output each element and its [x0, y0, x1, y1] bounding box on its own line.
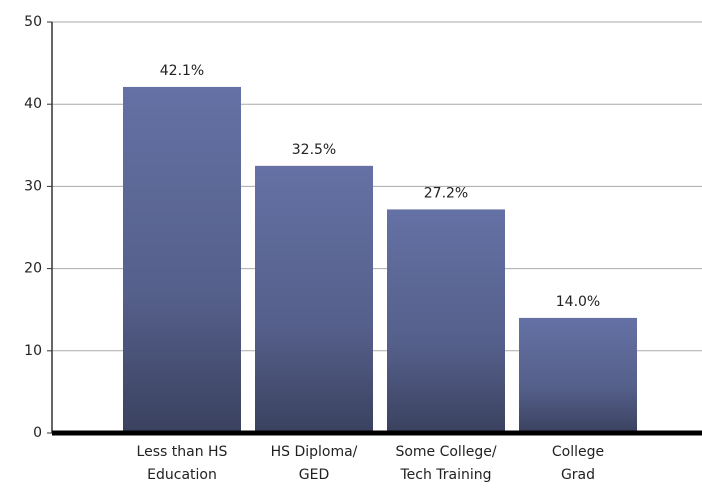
value-label: 14.0% — [556, 294, 600, 310]
y-tick-label: 20 — [24, 261, 42, 277]
bar-shade — [123, 86, 241, 434]
value-label: 42.1% — [160, 63, 204, 79]
y-tick-label: 40 — [24, 96, 42, 112]
value-label: 32.5% — [292, 142, 336, 158]
y-tick-label: 10 — [24, 343, 42, 359]
bar-shade — [255, 165, 373, 433]
x-tick-label: Less than HS Education — [136, 444, 228, 483]
y-tick-label: 30 — [24, 178, 42, 194]
bar-shade — [387, 209, 505, 433]
value-label: 27.2% — [424, 185, 468, 201]
x-tick-label: HS Diploma/ GED — [270, 444, 358, 483]
x-tick-label: College Grad — [551, 444, 605, 483]
bar-shade — [519, 317, 637, 433]
y-tick-label: 50 — [24, 14, 42, 30]
y-tick-label: 0 — [33, 425, 42, 441]
x-tick-label: Some College/ Tech Training — [395, 444, 497, 483]
